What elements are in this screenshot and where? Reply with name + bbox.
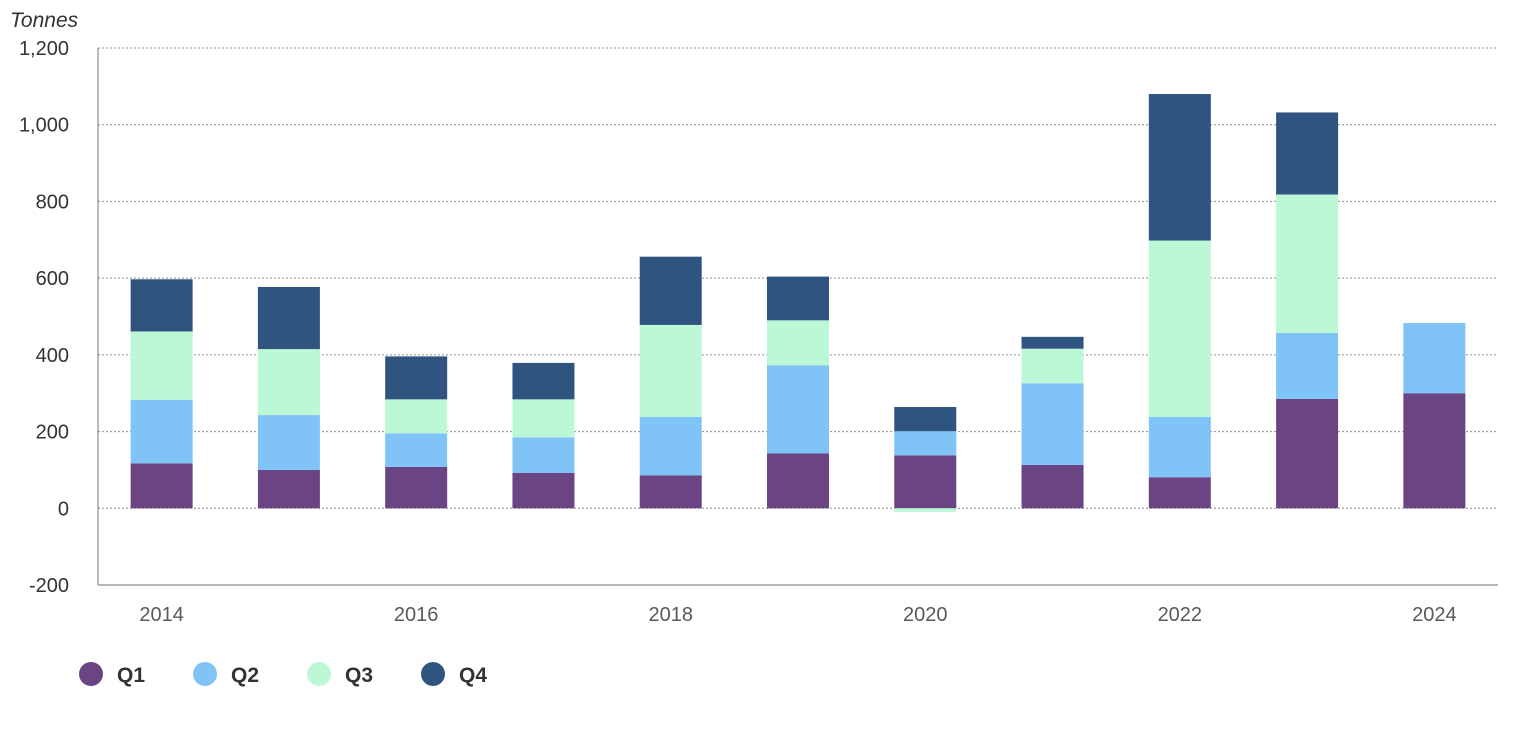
legend-swatch <box>307 662 331 686</box>
legend-item-q3: Q3 <box>307 662 373 687</box>
bar-segment-q3-2015 <box>257 349 320 416</box>
axes <box>97 48 1498 586</box>
bar-segment-q3-2019 <box>767 320 829 366</box>
bar-stacks <box>130 94 1466 513</box>
bar-segment-q1-2017 <box>512 472 575 509</box>
bar-segment-q2-2021 <box>1021 383 1084 465</box>
legend-label: Q2 <box>231 664 259 687</box>
bar-segment-q3-2014 <box>130 331 193 400</box>
bar-segment-q1-2022 <box>1148 477 1211 509</box>
bar-segment-q1-2014 <box>130 463 193 509</box>
y-tick-label: 400 <box>36 345 69 367</box>
bar-segment-q1-2020 <box>894 455 957 509</box>
x-tick-label: 2014 <box>139 604 184 626</box>
bar-segment-q2-2018 <box>639 416 702 476</box>
bar-segment-q3-2023 <box>1276 194 1339 333</box>
bar-segment-q3-2018 <box>639 324 702 417</box>
legend-swatch <box>421 662 445 686</box>
bar-segment-q4-2017 <box>512 362 575 400</box>
bar-segment-q3-2020 <box>894 508 957 513</box>
y-unit-label: Tonnes <box>10 9 79 32</box>
legend-label: Q1 <box>117 664 145 687</box>
legend-swatch <box>79 662 103 686</box>
bar-segment-q3-2021 <box>1021 348 1084 384</box>
legend-label: Q4 <box>459 664 487 687</box>
y-tick-label: 200 <box>36 422 69 444</box>
bar-segment-q1-2016 <box>385 466 448 509</box>
bar-segment-q2-2019 <box>767 365 829 454</box>
bar-segment-q4-2023 <box>1276 112 1339 195</box>
bar-segment-q2-2016 <box>385 433 448 467</box>
bar-segment-q4-2016 <box>385 356 448 400</box>
bar-segment-q3-2022 <box>1148 240 1211 417</box>
y-tick-label: 600 <box>36 268 69 290</box>
bar-segment-q4-2014 <box>130 279 193 332</box>
bar-segment-q4-2019 <box>767 276 829 321</box>
bar-segment-q1-2024 <box>1403 393 1466 509</box>
x-tick-label: 2018 <box>648 604 693 626</box>
y-tick-label: 1,000 <box>19 115 69 137</box>
x-tick-label: 2022 <box>1158 604 1203 626</box>
y-axis-tick-labels: -200 0 200 400 600 800 1,000 1,200 <box>19 38 69 597</box>
bar-segment-q2-2015 <box>257 415 320 470</box>
bar-segment-q3-2017 <box>512 399 575 438</box>
legend-item-q1: Q1 <box>79 662 145 687</box>
bar-segment-q1-2023 <box>1276 398 1339 509</box>
legend-swatch <box>193 662 217 686</box>
legend-item-q2: Q2 <box>193 662 259 687</box>
y-tick-label: 0 <box>58 498 69 520</box>
bar-segment-q2-2024 <box>1403 323 1466 394</box>
bar-segment-q4-2020 <box>894 407 957 432</box>
y-tick-label: 800 <box>36 191 69 213</box>
legend-label: Q3 <box>345 664 373 687</box>
legend-item-q4: Q4 <box>421 662 487 687</box>
bar-segment-q2-2023 <box>1276 332 1339 399</box>
bar-segment-q1-2015 <box>257 469 320 509</box>
bar-segment-q2-2017 <box>512 437 575 473</box>
x-tick-label: 2020 <box>903 604 948 626</box>
y-tick-label: -200 <box>29 575 69 597</box>
bar-segment-q2-2014 <box>130 399 193 464</box>
legend: Q1 Q2 Q3 Q4 <box>79 662 487 687</box>
bar-segment-q4-2018 <box>639 256 702 325</box>
x-axis-tick-labels: 2014 2016 2018 2020 2022 2024 <box>139 604 1456 626</box>
x-tick-label: 2016 <box>394 604 439 626</box>
bar-segment-q4-2022 <box>1148 94 1211 241</box>
bar-segment-q1-2021 <box>1021 464 1084 509</box>
bar-segment-q3-2016 <box>385 399 448 434</box>
x-tick-label: 2024 <box>1412 604 1457 626</box>
bar-segment-q4-2015 <box>257 286 320 350</box>
bar-segment-q2-2022 <box>1148 416 1211 478</box>
y-tick-label: 1,200 <box>19 38 69 60</box>
bar-segment-q2-2020 <box>894 431 957 456</box>
bar-segment-q1-2018 <box>639 475 702 509</box>
bar-segment-q1-2019 <box>767 453 829 509</box>
bar-segment-q4-2021 <box>1021 336 1084 349</box>
